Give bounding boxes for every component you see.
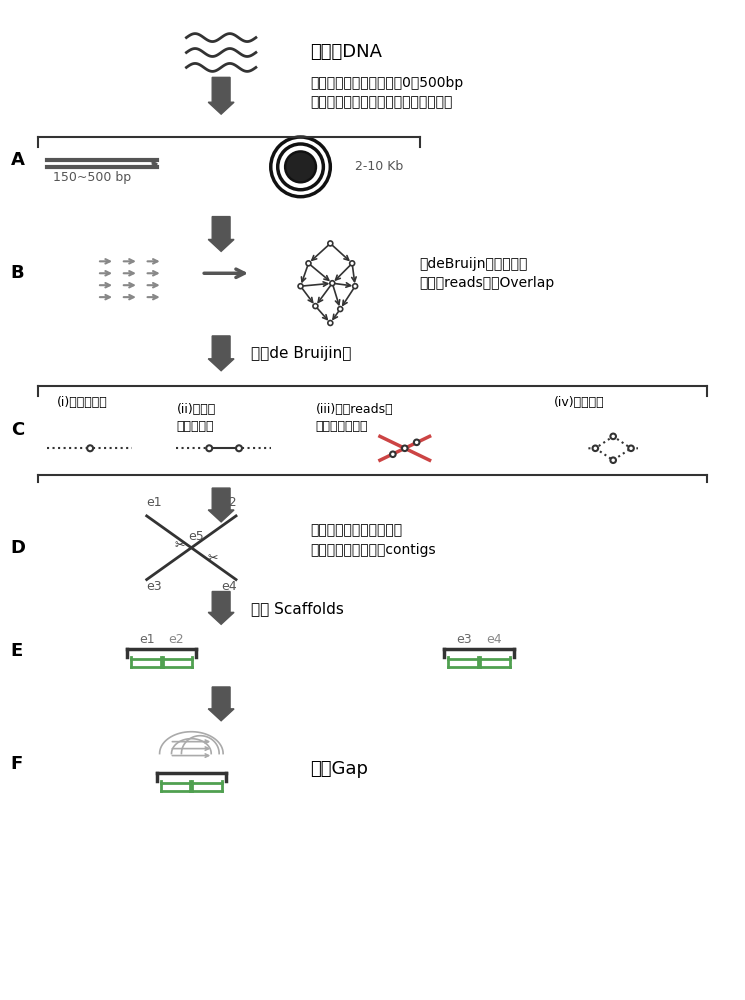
- Circle shape: [87, 445, 93, 451]
- Text: e5: e5: [188, 530, 204, 543]
- Text: 填补Gap: 填补Gap: [311, 760, 369, 778]
- Circle shape: [330, 281, 335, 286]
- Circle shape: [337, 307, 343, 312]
- Text: D: D: [10, 539, 26, 557]
- Text: e2: e2: [221, 496, 237, 509]
- Text: 基因组DNA: 基因组DNA: [311, 43, 382, 61]
- Text: (iv)合并茎环: (iv)合并茎环: [554, 396, 604, 409]
- Circle shape: [402, 446, 408, 451]
- Text: e4: e4: [486, 633, 502, 646]
- Circle shape: [206, 445, 212, 451]
- Circle shape: [592, 446, 598, 451]
- Text: F: F: [10, 755, 23, 773]
- Polygon shape: [209, 687, 234, 721]
- Text: e1: e1: [146, 496, 162, 509]
- Text: 在重复边界上打断连接，
输出明确的序列作为contigs: 在重复边界上打断连接， 输出明确的序列作为contigs: [311, 523, 436, 557]
- Text: (i)剪去短末端: (i)剪去短末端: [57, 396, 108, 409]
- Polygon shape: [209, 217, 234, 251]
- Polygon shape: [209, 488, 234, 522]
- Circle shape: [414, 440, 419, 445]
- Circle shape: [306, 261, 311, 266]
- Text: ✂: ✂: [208, 552, 218, 565]
- Circle shape: [610, 434, 616, 439]
- Text: E: E: [10, 642, 23, 660]
- Text: 打散基因组，扩增长度在0～500bp
之间的短克隆，并进行双未端直接测序: 打散基因组，扩增长度在0～500bp 之间的短克隆，并进行双未端直接测序: [311, 76, 463, 109]
- Text: e1: e1: [139, 633, 154, 646]
- Text: e3: e3: [146, 580, 162, 592]
- Text: A: A: [10, 151, 25, 169]
- Text: ✂: ✂: [174, 539, 185, 552]
- Circle shape: [236, 445, 242, 451]
- Circle shape: [628, 446, 634, 451]
- Text: 150~500 bp: 150~500 bp: [53, 171, 131, 184]
- Circle shape: [610, 457, 616, 463]
- Polygon shape: [209, 336, 234, 371]
- Text: e3: e3: [457, 633, 472, 646]
- Text: 构建 Scaffolds: 构建 Scaffolds: [251, 601, 343, 616]
- Text: (iii)解决reads路
径中的微小重复: (iii)解决reads路 径中的微小重复: [315, 403, 393, 433]
- Circle shape: [352, 284, 358, 289]
- Circle shape: [298, 284, 303, 289]
- Text: 2-10 Kb: 2-10 Kb: [355, 160, 403, 173]
- Circle shape: [328, 321, 333, 325]
- Text: (ii)移除低
覆盖度的边: (ii)移除低 覆盖度的边: [177, 403, 216, 433]
- Text: 用deBruijn图数据结构
来表示reads间的Overlap: 用deBruijn图数据结构 来表示reads间的Overlap: [419, 257, 555, 290]
- Polygon shape: [209, 77, 234, 114]
- Text: e2: e2: [168, 633, 184, 646]
- Polygon shape: [209, 591, 234, 624]
- Text: B: B: [10, 264, 25, 282]
- Circle shape: [390, 451, 396, 457]
- Circle shape: [349, 261, 355, 266]
- Circle shape: [285, 152, 315, 182]
- Text: e4: e4: [221, 580, 237, 592]
- Circle shape: [328, 241, 333, 246]
- Text: 简化de Bruijin图: 简化de Bruijin图: [251, 346, 352, 361]
- Circle shape: [313, 304, 318, 309]
- Text: C: C: [10, 421, 24, 439]
